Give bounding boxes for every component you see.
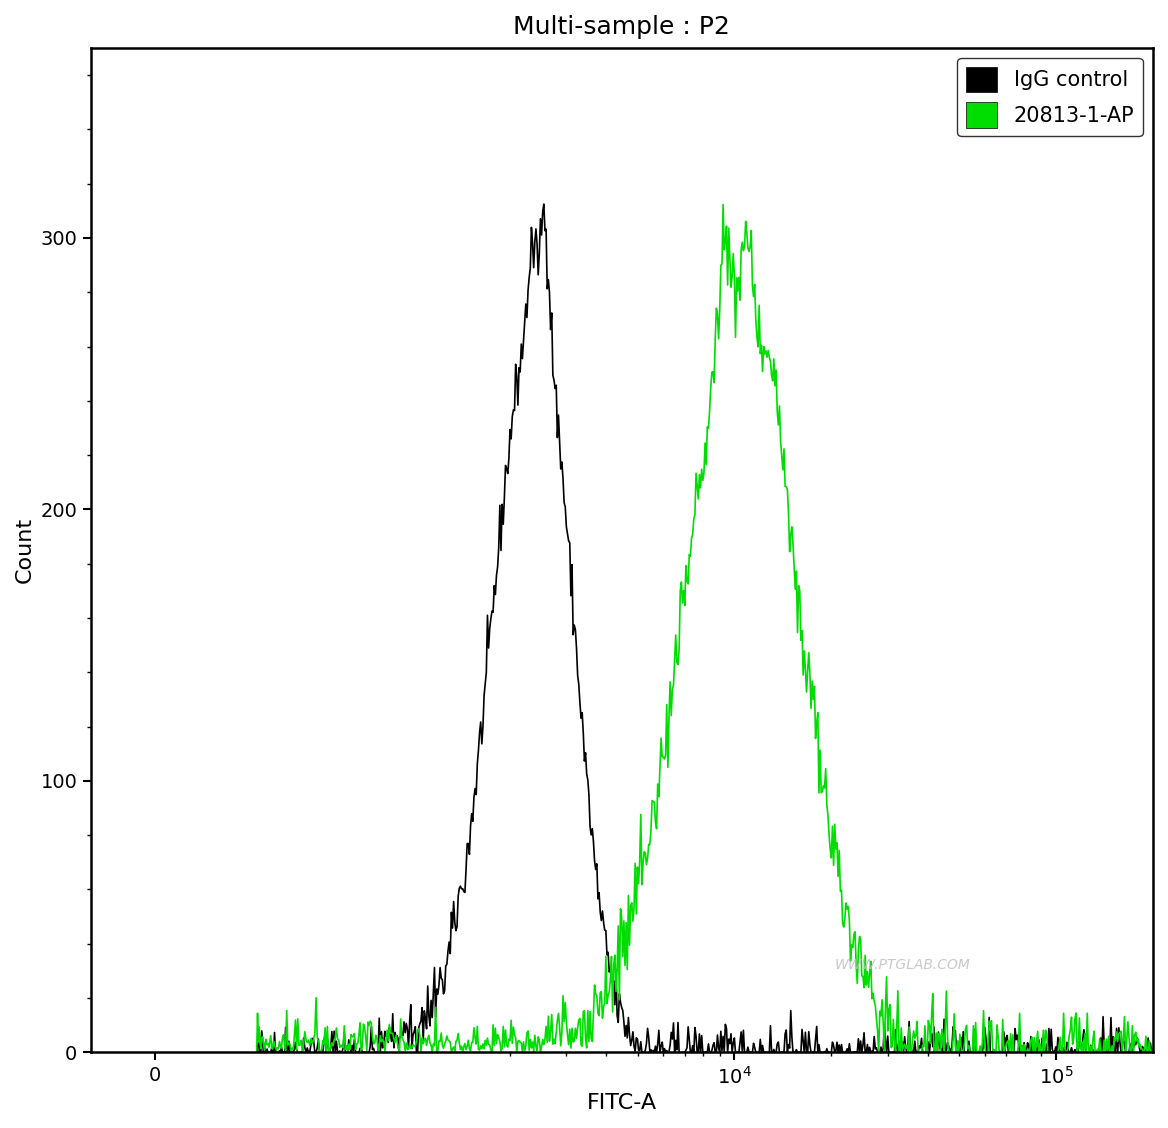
IgG control	[250, 1039, 264, 1052]
Legend: IgG control, 20813-1-AP: IgG control, 20813-1-AP	[958, 59, 1142, 136]
20813-1-AP	[299, 1033, 313, 1047]
Y-axis label: Count: Count	[15, 517, 35, 583]
IgG control	[931, 1046, 945, 1059]
20813-1-AP	[793, 584, 807, 598]
IgG control	[537, 197, 551, 211]
20813-1-AP	[716, 197, 730, 211]
Line: IgG control: IgG control	[257, 204, 1153, 1052]
X-axis label: FITC-A: FITC-A	[586, 1093, 656, 1113]
Title: Multi-sample : P2: Multi-sample : P2	[514, 15, 730, 39]
20813-1-AP	[1023, 1043, 1037, 1057]
IgG control	[1146, 1046, 1160, 1059]
IgG control	[794, 1046, 808, 1059]
20813-1-AP	[769, 363, 783, 377]
20813-1-AP	[1146, 1042, 1160, 1056]
20813-1-AP	[250, 1043, 264, 1057]
20813-1-AP	[820, 799, 834, 812]
Line: 20813-1-AP: 20813-1-AP	[257, 204, 1153, 1052]
IgG control	[300, 1041, 314, 1055]
20813-1-AP	[871, 1046, 885, 1059]
20813-1-AP	[931, 1046, 945, 1059]
Text: WWW.PTGLAB.COM: WWW.PTGLAB.COM	[834, 958, 971, 972]
IgG control	[821, 1046, 835, 1059]
IgG control	[250, 1046, 264, 1059]
IgG control	[770, 1038, 784, 1051]
IgG control	[1023, 1046, 1037, 1059]
